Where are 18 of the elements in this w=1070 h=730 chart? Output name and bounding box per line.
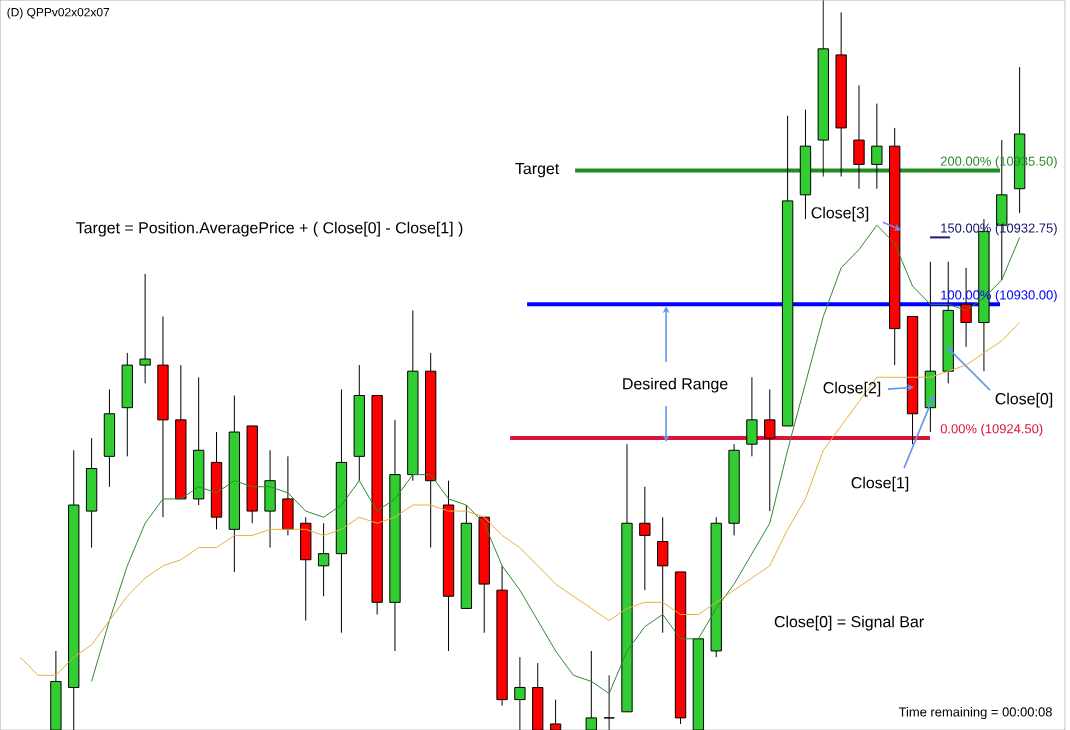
candlestick: [317, 522, 330, 597]
candlestick: [764, 388, 776, 512]
annotation: Close[0] = Signal Bar: [774, 615, 924, 631]
ref-line-label: 0.00% (10924.50): [940, 423, 1043, 436]
annotation: Close[3]: [811, 206, 869, 222]
candlestick: [514, 656, 526, 730]
annotation: Close[1]: [851, 476, 909, 492]
annotation: Desired Range: [623, 377, 728, 393]
annotation: Close[0]: [995, 392, 1053, 408]
text: (D) QPPv02x02x07: [7, 7, 110, 19]
annotation: Time remaining = 00:00:08: [898, 706, 1052, 719]
candlestick: [603, 674, 615, 730]
candlestick: [139, 273, 151, 384]
annotation: Close[2]: [823, 381, 881, 397]
annotation: Target = Position.AveragePrice + ( Close[0] - Close[1] ): [76, 221, 463, 237]
annotation: Target: [515, 162, 560, 178]
candlestick: [639, 486, 651, 591]
candlestick: [871, 102, 883, 190]
